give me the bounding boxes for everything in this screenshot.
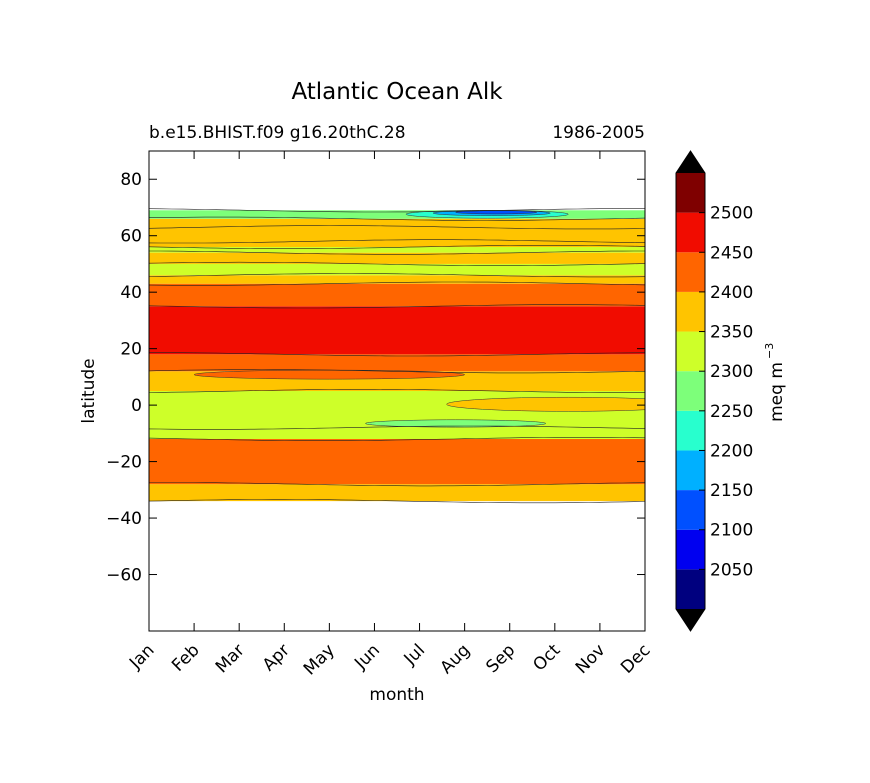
colorbar-tick-label: 2200	[710, 441, 753, 461]
contour-line	[149, 245, 645, 249]
y-tick-label: −40	[106, 509, 142, 529]
contour-line	[149, 273, 645, 278]
colorbar-tick-label: 2250	[710, 402, 753, 422]
colorbar-segment	[676, 529, 705, 570]
contour-line	[149, 239, 645, 244]
colorbar-segment	[676, 450, 705, 491]
contour-line	[149, 389, 645, 393]
contour-patch	[193, 369, 465, 380]
contour-anomalies	[193, 210, 645, 428]
colorbar-segment	[676, 212, 705, 253]
x-axis-label: month	[369, 685, 424, 705]
colorbar-segment	[676, 173, 705, 213]
y-tick-label: 40	[120, 283, 142, 303]
contour-line	[149, 499, 645, 504]
colorbar-tick-label: 2050	[710, 560, 753, 580]
colorbar: 2050 2100 2150 2200 2250 2300 2350 2400 2450 2500	[675, 150, 753, 632]
x-tick-label: Jun	[350, 640, 384, 674]
x-tick-label: May	[300, 640, 339, 679]
colorbar-tick-label: 2450	[710, 243, 753, 263]
contour-line	[149, 304, 645, 309]
y-tick-label: 0	[131, 396, 142, 416]
colorbar-tick-label: 2300	[710, 362, 753, 382]
contour-line	[149, 369, 645, 374]
contour-band	[149, 247, 645, 253]
contour-line	[149, 437, 645, 441]
contour-band	[149, 283, 645, 307]
y-tick-label: −60	[106, 566, 142, 586]
contour-line	[149, 352, 645, 357]
colorbar-segment	[676, 410, 705, 451]
y-tick-label: 20	[120, 340, 142, 360]
plot-area	[149, 208, 645, 504]
x-tick-label: Feb	[168, 640, 203, 675]
contour-band	[149, 484, 645, 502]
chart-title: Atlantic Ocean Alk	[291, 79, 503, 105]
contour-band	[149, 275, 645, 284]
y-axis: 80 60 40 20 0 −20 −40 −60	[106, 170, 645, 586]
chart-subtitle-left: b.e15.BHIST.f09 g16.20thC.28	[149, 123, 406, 143]
contour-line	[149, 281, 645, 286]
colorbar-label: meq m −3	[763, 343, 787, 422]
y-axis-label: latitude	[79, 358, 99, 423]
contour-line	[149, 216, 645, 221]
contour-bands	[149, 210, 645, 502]
contour-line	[149, 261, 645, 266]
contour-line	[149, 425, 645, 430]
colorbar-extend-max	[676, 151, 705, 173]
x-tick-label: Mar	[212, 640, 249, 677]
x-tick-label: Jan	[125, 640, 158, 673]
colorbar-tick-label: 2100	[710, 521, 753, 541]
colorbar-segment	[676, 331, 705, 372]
contour-band	[149, 263, 645, 276]
colorbar-label-text: meq m	[767, 362, 787, 422]
colorbar-label-exponent: −3	[763, 343, 776, 359]
contour-band	[149, 439, 645, 485]
contour-patch	[365, 419, 547, 428]
y-tick-label: −20	[106, 453, 142, 473]
colorbar-segment	[676, 252, 705, 292]
contour-band	[149, 252, 645, 264]
colorbar-tick-label: 2400	[710, 283, 753, 303]
contour-line	[149, 225, 645, 230]
x-tick-label: Nov	[572, 640, 610, 678]
x-tick-label: Sep	[482, 640, 519, 677]
chart-subtitle-right: 1986-2005	[552, 123, 645, 143]
contour-band	[149, 354, 645, 372]
contour-band	[149, 218, 645, 247]
colorbar-extend-min	[676, 609, 705, 631]
x-tick-label: Oct	[529, 640, 564, 675]
colorbar-segment	[676, 291, 705, 332]
colorbar-segment	[676, 490, 705, 530]
contour-patch	[446, 396, 645, 412]
contour-line	[149, 208, 645, 213]
contour-line	[149, 250, 645, 255]
contour-line	[149, 482, 645, 487]
contour-band	[149, 210, 645, 219]
colorbar-tick-label: 2350	[710, 323, 753, 343]
colorbar-tick-label: 2150	[710, 481, 753, 501]
y-tick-label: 80	[120, 170, 142, 190]
plot-frame	[148, 150, 646, 632]
x-tick-label: Dec	[617, 640, 654, 677]
colorbar-segment	[676, 569, 705, 609]
colorbar-outline	[675, 150, 706, 632]
x-tick-label: Aug	[437, 640, 475, 678]
contour-band	[149, 306, 645, 355]
y-tick-label: 60	[120, 227, 142, 247]
contour-lines	[149, 208, 645, 504]
x-tick-label: Apr	[259, 640, 294, 675]
colorbar-tick-label: 2500	[710, 204, 753, 224]
x-tick-label: Jul	[400, 640, 429, 669]
colorbar-segment	[676, 371, 705, 411]
